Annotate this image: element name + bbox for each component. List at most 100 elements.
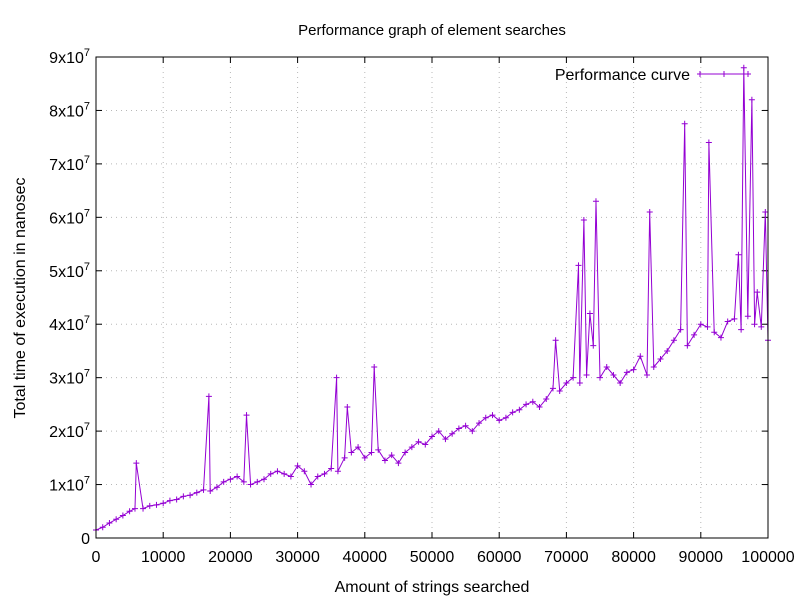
data-point: [576, 380, 583, 387]
data-point: [623, 369, 630, 376]
y-axis-label: Total time of execution in nanosec: [12, 177, 29, 418]
data-point: [213, 484, 220, 491]
x-tick-label: 70000: [544, 549, 589, 566]
data-point: [274, 468, 281, 475]
data-point: [173, 496, 180, 503]
data-point: [630, 366, 637, 373]
data-point: [704, 323, 711, 330]
x-tick-label: 10000: [141, 549, 186, 566]
data-point: [160, 500, 167, 507]
data-point: [691, 331, 698, 338]
data-point: [705, 139, 712, 146]
data-point: [552, 337, 559, 344]
series-layer: [93, 64, 771, 533]
grid-layer: [96, 57, 768, 538]
data-point: [267, 470, 274, 477]
y-tick-label: 5x107: [49, 261, 90, 281]
data-point: [724, 318, 731, 325]
data-point: [415, 438, 422, 445]
data-point: [697, 321, 704, 328]
data-point: [489, 412, 496, 419]
data-point: [670, 337, 677, 344]
data-point: [422, 441, 429, 448]
data-point: [603, 363, 610, 370]
data-point: [738, 326, 745, 333]
data-point: [328, 465, 335, 472]
legend-label: Performance curve: [555, 67, 690, 84]
data-point: [344, 404, 351, 411]
data-point: [355, 444, 362, 451]
data-point: [758, 323, 765, 330]
data-point: [509, 409, 516, 416]
data-point: [429, 433, 435, 440]
data-point: [496, 417, 503, 424]
data-point: [469, 428, 476, 435]
data-point: [592, 198, 599, 205]
data-point: [375, 446, 382, 453]
x-tick-label: 50000: [410, 549, 455, 566]
data-point: [664, 347, 671, 354]
data-point: [281, 470, 288, 477]
data-point: [543, 396, 550, 403]
data-point: [402, 449, 409, 456]
data-point: [476, 420, 483, 427]
data-point: [563, 380, 570, 387]
data-point: [677, 326, 684, 333]
x-tick-label: 40000: [343, 549, 388, 566]
data-point: [748, 96, 755, 103]
y-tick-label: 7x107: [49, 154, 90, 174]
data-point: [717, 334, 724, 341]
data-point: [449, 430, 456, 437]
data-point: [166, 497, 173, 504]
data-point: [227, 476, 234, 483]
data-point: [126, 508, 133, 515]
y-tick-label: 2x107: [49, 421, 90, 441]
data-point: [455, 425, 462, 432]
data-point: [146, 502, 153, 509]
data-point: [684, 342, 691, 349]
data-point: [408, 444, 415, 451]
data-point: [644, 371, 651, 378]
data-point: [740, 64, 747, 71]
y-tick-label: 6x107: [49, 207, 90, 227]
data-point: [261, 476, 267, 483]
x-tick-label: 90000: [679, 549, 724, 566]
legend-marker-point: [721, 71, 727, 77]
data-point: [334, 468, 341, 475]
plot-border: [95, 56, 769, 539]
data-point: [247, 481, 254, 488]
data-point: [529, 398, 536, 405]
data-point: [220, 478, 227, 485]
x-tick-label: 80000: [611, 549, 656, 566]
x-tick-label: 100000: [741, 549, 794, 566]
data-point: [711, 329, 718, 336]
data-point: [731, 315, 738, 322]
x-tick-label: 0: [92, 549, 101, 566]
data-point: [333, 374, 340, 381]
data-point: [735, 251, 742, 258]
chart-title: Performance graph of element searches: [298, 22, 566, 39]
data-point: [590, 342, 597, 349]
data-point: [610, 371, 617, 378]
data-point: [153, 501, 160, 508]
data-point: [207, 487, 214, 494]
data-point: [502, 414, 509, 421]
x-tick-label: 60000: [477, 549, 522, 566]
data-point: [314, 473, 321, 480]
data-point: [523, 401, 530, 408]
data-point: [580, 217, 587, 224]
data-point: [187, 492, 194, 499]
data-point: [200, 486, 207, 493]
data-point: [637, 353, 644, 360]
data-point: [681, 120, 688, 127]
tick-label-layer: 0 10000 20000 30000 40000 50000 60000 70000 8000…: [49, 47, 795, 566]
data-point: [657, 355, 664, 362]
data-point: [348, 449, 355, 456]
data-point: [99, 524, 106, 531]
legend: Performance curve: [555, 67, 751, 84]
x-tick-label: 20000: [208, 549, 253, 566]
data-point: [556, 388, 563, 395]
y-tick-label: 4x107: [49, 314, 90, 334]
y-tick-label: 8x107: [49, 100, 90, 120]
